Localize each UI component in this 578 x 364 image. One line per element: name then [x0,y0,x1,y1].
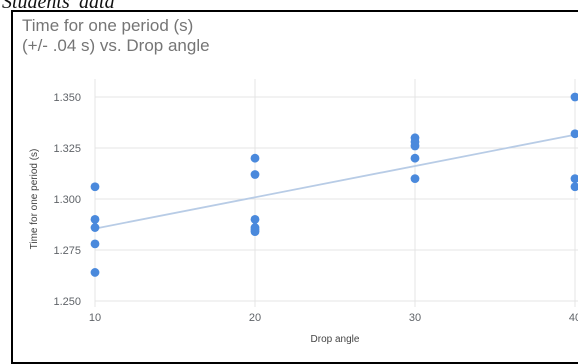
y-axis-title: Time for one period (s) [29,149,40,250]
trendline-layer [94,133,576,230]
x-tick-label: 30 [409,312,421,324]
chart-container: Time for one period (s) (+/- .04 s) vs. … [11,10,578,364]
data-point [410,153,420,163]
data-point [570,182,578,192]
y-tick-label: 1.250 [53,296,81,308]
data-point [90,268,100,277]
data-point [250,215,260,224]
data-point [410,174,420,184]
data-point [250,153,260,163]
data-point [250,225,260,235]
y-tick-label: 1.325 [53,143,81,155]
scatter-plot: 1.250 1.275 1.300 1.325 1.350 10 20 30 40 Drop a… [29,79,578,345]
x-tick-label: 40 [569,312,578,324]
data-point [90,215,100,224]
trendline [94,133,576,230]
data-points [90,92,578,277]
y-tick-label: 1.300 [53,194,81,206]
data-point [410,137,420,147]
x-tick-label: 20 [249,312,261,324]
chart-title: Time for one period (s) (+/- .04 s) vs. … [22,16,210,56]
chart-title-line-1: Time for one period (s) [22,16,194,35]
data-point [90,239,100,249]
chart-title-line-2: (+/- .04 s) vs. Drop angle [22,36,210,55]
data-point [90,182,100,192]
data-point [570,92,578,102]
data-point [570,174,578,183]
x-tick-label: 10 [89,312,101,324]
gridlines [94,79,578,307]
y-tick-label: 1.350 [53,92,81,104]
data-point [250,170,260,179]
data-point [570,129,578,139]
y-tick-label: 1.275 [53,245,81,257]
tick-labels: 1.250 1.275 1.300 1.325 1.350 10 20 30 40 [53,92,578,324]
data-point [90,223,100,232]
x-axis-title: Drop angle [311,334,360,345]
figure-caption: Students' data [2,0,115,13]
